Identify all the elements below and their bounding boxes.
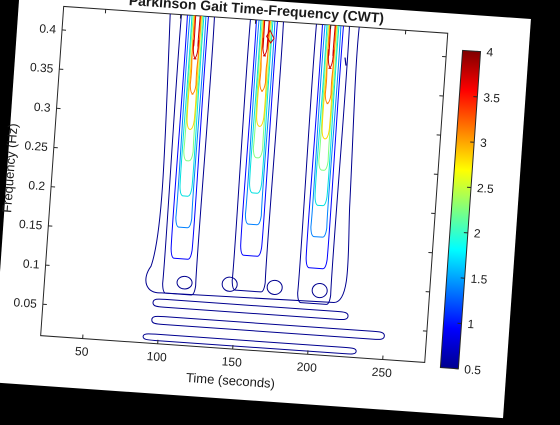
colorbar-tick-label: 3.5 xyxy=(483,90,501,105)
y-tick-label: 0.05 xyxy=(13,295,38,311)
colorbar-tick-label: 1 xyxy=(467,317,475,331)
colorbar-tick-label: 1.5 xyxy=(470,272,488,287)
y-tick-label: 0.35 xyxy=(30,60,55,76)
x-tick-label: 150 xyxy=(221,354,242,369)
colorbar-tick-label: 0.5 xyxy=(464,362,482,377)
x-tick-label: 50 xyxy=(75,344,90,359)
colorbar-tick-label: 2 xyxy=(473,226,481,240)
y-tick-label: 0.15 xyxy=(19,217,44,233)
y-tick-label: 0.3 xyxy=(33,100,51,115)
x-tick-label: 250 xyxy=(371,365,392,380)
y-tick-label: 0.1 xyxy=(22,257,40,272)
y-tick-label: 0.2 xyxy=(28,178,46,193)
y-tick-label: 0.25 xyxy=(24,138,49,154)
x-tick-label: 100 xyxy=(146,349,167,364)
y-tick-label: 0.4 xyxy=(39,21,57,36)
plot-area xyxy=(41,6,448,362)
colorbar-tick-label: 3 xyxy=(480,136,488,150)
colorbar-tick-label: 2.5 xyxy=(477,181,495,196)
colorbar-tick-label: 4 xyxy=(486,45,494,59)
x-tick-label: 200 xyxy=(296,360,317,375)
